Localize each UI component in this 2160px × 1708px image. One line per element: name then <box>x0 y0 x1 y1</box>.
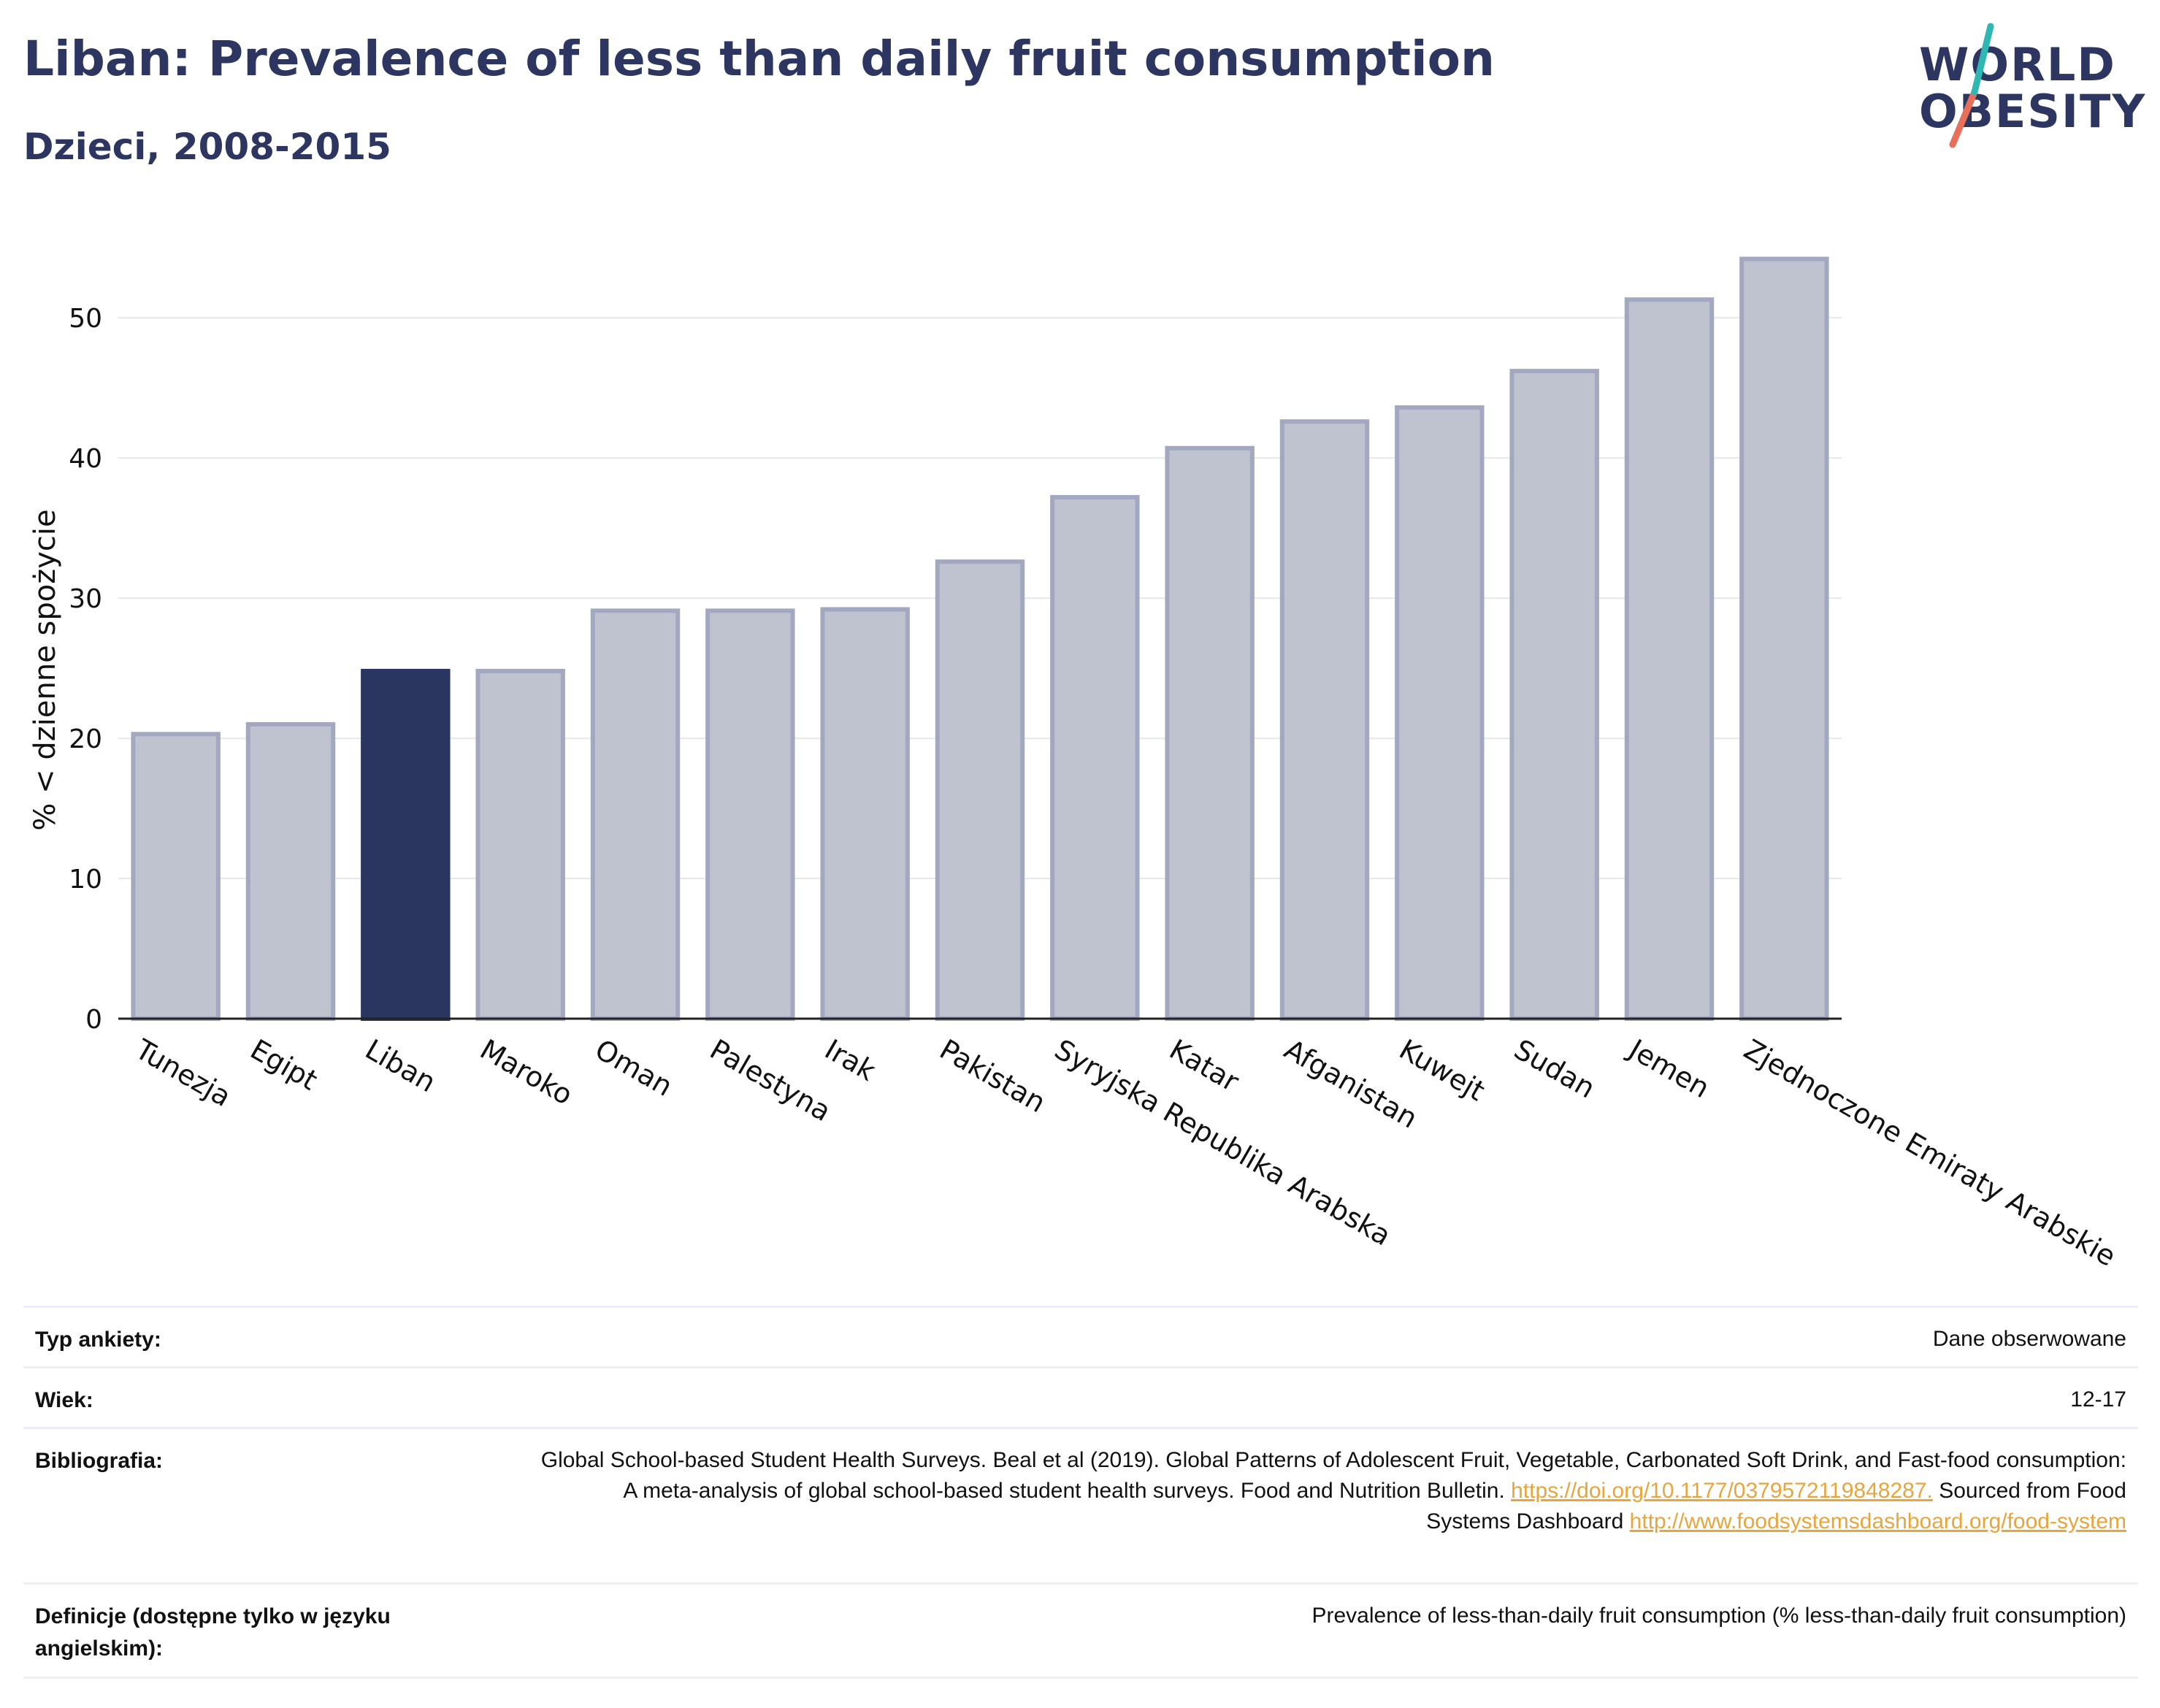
y-tick-label: 40 <box>69 444 102 474</box>
bars <box>131 256 1829 1022</box>
x-tick-label: Kuwejt <box>1394 1033 1490 1108</box>
definitions-row: Definicje (dostępne tylko w języku angie… <box>23 1582 2138 1679</box>
y-tick-label: 0 <box>85 1005 102 1035</box>
bar-maroko[interactable] <box>475 668 565 1022</box>
x-tick-label: Egipt <box>245 1033 323 1097</box>
bar-zjednoczone-emiraty-arabskie[interactable] <box>1739 256 1829 1021</box>
bibliography-label: Bibliografia: <box>35 1449 164 1473</box>
bar-oman[interactable] <box>590 608 681 1021</box>
world-obesity-logo[interactable]: WORLD OBESITY <box>1899 20 2147 152</box>
x-tick-label: Sudan <box>1509 1033 1601 1105</box>
x-tick-label: Liban <box>360 1033 441 1099</box>
bar-pakistan[interactable] <box>935 559 1025 1022</box>
age-row: Wiek: 12-17 <box>23 1366 2138 1427</box>
bibliography-source-text: Sourced from Food Systems Dashboard <box>1426 1479 2126 1533</box>
survey-type-value: Dane obserwowane <box>1932 1327 2126 1351</box>
logo-slash-icon <box>1949 23 1994 148</box>
definitions-label: Definicje (dostępne tylko w języku angie… <box>35 1604 391 1661</box>
bar-chart: 0 10 20 30 40 50 Tunezja Egipt Liban Maroko Oman Pa… <box>28 256 2121 1271</box>
bar-katar[interactable] <box>1165 445 1255 1021</box>
age-label: Wiek: <box>35 1388 93 1412</box>
y-axis-label: % < dzienne spożycie <box>28 509 62 830</box>
survey-type-label: Typ ankiety: <box>35 1328 161 1352</box>
age-value: 12-17 <box>2070 1387 2126 1412</box>
bar-palestyna[interactable] <box>705 608 795 1021</box>
x-tick-label: Pakistan <box>935 1033 1052 1119</box>
food-systems-link[interactable]: http://www.foodsystemsdashboard.org/food… <box>1629 1509 2126 1533</box>
bibliography-row: Bibliografia: Global School-based Studen… <box>23 1427 2138 1582</box>
y-tick-label: 20 <box>69 724 102 754</box>
y-tick-label: 10 <box>69 865 102 895</box>
x-tick-label: Zjednoczone Emiraty Arabskie <box>1739 1033 2121 1271</box>
bar-jemen[interactable] <box>1624 297 1715 1022</box>
y-tick-label: 30 <box>69 584 102 614</box>
bar-tunezja[interactable] <box>131 732 221 1021</box>
definitions-value: Prevalence of less-than-daily fruit cons… <box>1311 1604 2127 1628</box>
bar-syryjska-republika-arabska[interactable] <box>1050 494 1140 1021</box>
x-tick-label: Tunezja <box>129 1033 237 1113</box>
survey-type-row: Typ ankiety: Dane obserwowane <box>23 1306 2138 1366</box>
x-tick-label: Irak <box>819 1033 881 1087</box>
doi-link[interactable]: https://doi.org/10.1177/0379572119848287… <box>1511 1479 1933 1503</box>
bar-egipt[interactable] <box>245 721 336 1021</box>
x-tick-label: Maroko <box>475 1033 578 1111</box>
x-tick-label: Jemen <box>1623 1033 1715 1105</box>
y-tick-label: 50 <box>69 304 102 334</box>
bar-sudan[interactable] <box>1509 369 1599 1021</box>
bibliography-text: Global School-based Student Health Surve… <box>540 1448 2126 1503</box>
bar-irak[interactable] <box>820 607 910 1021</box>
bar-kuwejt[interactable] <box>1395 405 1485 1021</box>
logo-line-1: WORLD <box>1919 38 2116 91</box>
x-tick-label: Palestyna <box>705 1033 836 1128</box>
x-tick-label: Oman <box>590 1033 678 1103</box>
bar-afganistan[interactable] <box>1279 419 1370 1022</box>
bibliography-value: Global School-based Student Health Surve… <box>535 1445 2126 1537</box>
bar-liban[interactable] <box>361 668 451 1022</box>
page-title: Liban: Prevalence of less than daily fru… <box>23 31 1495 87</box>
x-tick-label: Katar <box>1164 1033 1244 1098</box>
page-subtitle: Dzieci, 2008-2015 <box>23 126 391 168</box>
metadata-table: Typ ankiety: Dane obserwowane Wiek: 12-1… <box>23 1306 2138 1679</box>
